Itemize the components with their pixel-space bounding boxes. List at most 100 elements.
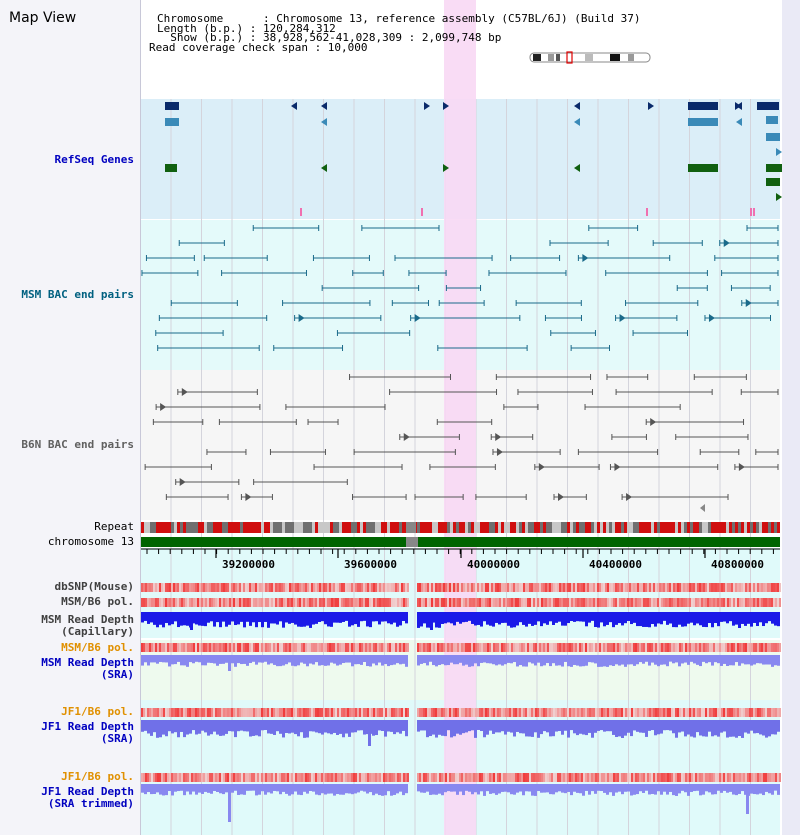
msm-b6-pol-sra-stripe [355, 643, 357, 652]
dbsnp-stripe [749, 583, 751, 592]
jf1-b6-pol-trim-stripe [689, 773, 691, 782]
msm-depth-capillary-bar [627, 612, 630, 621]
track-label-msm-bac[interactable]: MSM BAC end pairs [21, 288, 134, 301]
msm-b6-pol-stripe [485, 598, 487, 607]
jf1-depth-bar [774, 720, 777, 735]
jf1-depth-bar [300, 720, 303, 733]
msm-b6-pol-stripe [711, 598, 713, 607]
msm-depth-sra-bar [534, 655, 537, 666]
dbsnp-stripe [375, 583, 377, 592]
dbsnp-stripe [215, 583, 217, 592]
msm-b6-pol-stripe [405, 598, 407, 607]
dbsnp-stripe [565, 583, 567, 592]
msm-b6-pol-stripe [279, 598, 281, 607]
msm-b6-pol-sra-stripe [707, 643, 709, 652]
gene-block [165, 118, 179, 126]
jf1-depth-bar [354, 720, 357, 733]
dbsnp-stripe [289, 583, 291, 592]
dbsnp-stripe [277, 583, 279, 592]
jf1-trim-depth-bar [513, 784, 516, 795]
jf1-b6-pol-stripe [493, 708, 495, 717]
dbsnp-stripe [157, 583, 159, 592]
dbsnp-stripe [753, 583, 755, 592]
msm-b6-pol-stripe [621, 598, 623, 607]
msm-depth-capillary-bar [567, 612, 570, 624]
scroll-panel[interactable] [782, 0, 800, 835]
msm-depth-sra-bar [330, 655, 333, 663]
jf1-depth-bar [615, 720, 618, 738]
msm-depth-sra-bar [777, 655, 780, 666]
msm-depth-sra-bar [474, 655, 477, 664]
msm-depth-capillary-bar [186, 612, 189, 626]
msm-depth-capillary-bar [438, 612, 441, 628]
msm-depth-sra-bar [153, 655, 156, 663]
jf1-trim-depth-bar [156, 784, 159, 793]
jf1-depth-bar [636, 720, 639, 732]
jf1-depth-bar [231, 720, 234, 732]
msm-depth-sra-bar [645, 655, 648, 662]
msm-depth-sra-bar [762, 655, 765, 665]
jf1-b6-pol-stripe [563, 708, 565, 717]
jf1-b6-pol-stripe [735, 708, 737, 717]
msm-depth-sra-bar [216, 655, 219, 666]
repeat-bar [447, 522, 450, 533]
msm-depth-sra-bar [390, 655, 393, 666]
repeat-bar [675, 522, 678, 533]
msm-b6-pol-stripe [297, 598, 299, 607]
msm-b6-pol-stripe [213, 598, 215, 607]
jf1-b6-pol-trim-stripe [275, 773, 277, 782]
msm-depth-sra-bar [237, 655, 240, 664]
msm-b6-pol-sra-stripe [435, 643, 437, 652]
repeat-bar [660, 522, 663, 533]
jf1-b6-pol-trim-stripe [237, 773, 239, 782]
dbsnp-stripe [233, 583, 235, 592]
dbsnp-stripe [613, 583, 615, 592]
jf1-b6-pol-stripe [483, 708, 485, 717]
track-label-refseq[interactable]: RefSeq Genes [54, 153, 134, 166]
jf1-b6-pol-trim-stripe [765, 773, 767, 782]
msm-b6-pol-stripe [583, 598, 585, 607]
jf1-b6-pol-trim-stripe [383, 773, 385, 782]
track-label-b6n-bac[interactable]: B6N BAC end pairs [21, 438, 134, 451]
repeat-bar [537, 522, 540, 533]
jf1-b6-pol-trim-stripe [375, 773, 377, 782]
msm-b6-pol-stripe [759, 598, 761, 607]
msm-depth-capillary-bar [216, 612, 219, 623]
jf1-trim-depth-bar [159, 784, 162, 795]
jf1-depth-bar [660, 720, 663, 734]
msm-b6-pol-sra-stripe [555, 643, 557, 652]
msm-depth-capillary-bar [372, 612, 375, 622]
jf1-depth-bar [489, 720, 492, 731]
repeat-bar [456, 522, 459, 533]
repeat-bar [183, 522, 186, 533]
dbsnp-stripe [253, 583, 255, 592]
msm-b6-pol-stripe [603, 598, 605, 607]
msm-depth-sra-bar [468, 655, 471, 667]
msm-b6-pol-stripe [433, 598, 435, 607]
jf1-b6-pol-trim-stripe [607, 773, 609, 782]
jf1-trim-depth-bar [342, 784, 345, 795]
msm-b6-pol-stripe [489, 598, 491, 607]
dbsnp-stripe [383, 583, 385, 592]
jf1-trim-depth-bar [279, 784, 282, 795]
repeat-bar [381, 522, 384, 533]
jf1-b6-pol-trim-stripe [779, 773, 781, 782]
msm-b6-pol-stripe [171, 598, 173, 607]
ideogram-band [585, 54, 593, 61]
msm-b6-pol-sra-stripe [235, 643, 237, 652]
msm-b6-pol-sra-stripe [433, 643, 435, 652]
msm-b6-pol-sra-stripe [655, 643, 657, 652]
jf1-trim-depth-bar [504, 784, 507, 792]
jf1-depth-bar [672, 720, 675, 734]
jf1-b6-pol-trim-stripe [173, 773, 175, 782]
jf1-depth-bar [225, 720, 228, 734]
msm-bac-pair-arrow [723, 239, 730, 247]
msm-b6-pol-stripe [631, 598, 633, 607]
msm-b6-pol-stripe [481, 598, 483, 607]
jf1-b6-pol-trim-stripe [549, 773, 551, 782]
jf1-b6-pol-trim-stripe [315, 773, 317, 782]
dbsnp-stripe [627, 583, 629, 592]
jf1-b6-pol-trim-stripe [717, 773, 719, 782]
track-label-repeat: Repeat [94, 520, 134, 533]
